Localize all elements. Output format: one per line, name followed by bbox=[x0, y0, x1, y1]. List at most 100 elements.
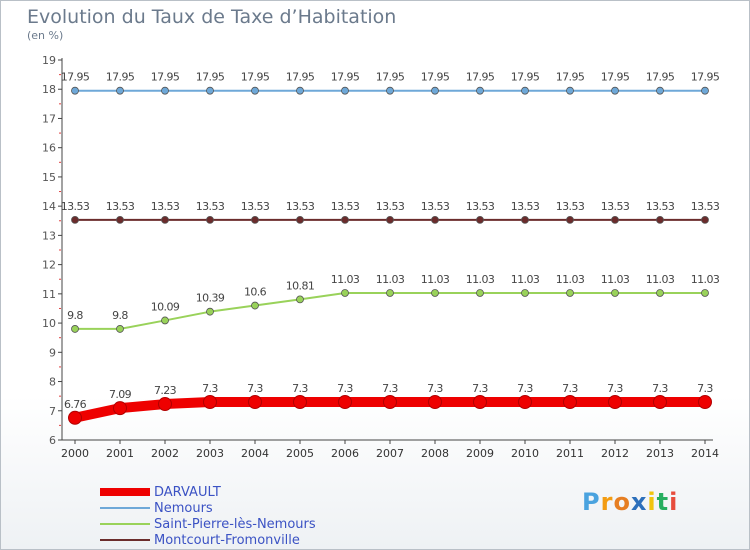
data-point bbox=[611, 215, 619, 224]
data-point bbox=[116, 86, 124, 95]
data-label: 7.3 bbox=[202, 382, 218, 395]
data-point bbox=[158, 397, 172, 412]
legend-swatch bbox=[100, 539, 150, 541]
data-label: 13.53 bbox=[691, 200, 720, 213]
data-label: 7.3 bbox=[652, 382, 668, 395]
data-label: 7.3 bbox=[247, 382, 263, 395]
y-tick-label: 8 bbox=[49, 376, 56, 389]
data-point bbox=[203, 395, 217, 409]
data-label: 11.03 bbox=[376, 273, 405, 286]
data-label: 17.95 bbox=[646, 71, 675, 84]
data-point bbox=[296, 86, 304, 95]
data-label: 13.53 bbox=[376, 200, 405, 213]
x-tick-label: 2001 bbox=[106, 447, 134, 460]
legend-label: Saint-Pierre-lès-Nemours bbox=[154, 517, 316, 532]
data-point bbox=[656, 86, 664, 95]
data-point bbox=[431, 289, 439, 297]
data-point bbox=[386, 215, 394, 224]
data-point bbox=[431, 215, 439, 224]
data-point bbox=[476, 215, 484, 224]
data-label: 7.3 bbox=[337, 382, 353, 395]
chart-unit-label: (en %) bbox=[27, 29, 64, 42]
data-point bbox=[341, 215, 349, 224]
data-point bbox=[383, 395, 397, 409]
x-tick-label: 2012 bbox=[601, 447, 629, 460]
data-label: 11.03 bbox=[421, 273, 450, 286]
data-point bbox=[251, 301, 259, 310]
data-point bbox=[431, 86, 439, 95]
data-label: 17.95 bbox=[61, 71, 90, 84]
data-point bbox=[338, 395, 352, 409]
data-label: 17.95 bbox=[421, 71, 450, 84]
data-point bbox=[608, 395, 622, 409]
data-point bbox=[71, 215, 79, 224]
x-tick-label: 2000 bbox=[61, 447, 89, 460]
data-label: 17.95 bbox=[691, 71, 720, 84]
data-point bbox=[521, 289, 529, 297]
data-label: 17.95 bbox=[511, 71, 540, 84]
legend-swatch bbox=[100, 507, 150, 509]
data-point bbox=[386, 289, 394, 297]
data-label: 10.6 bbox=[244, 286, 267, 299]
data-point bbox=[113, 401, 127, 416]
y-tick-label: 17 bbox=[42, 112, 56, 125]
data-point bbox=[206, 215, 214, 224]
data-label: 11.03 bbox=[691, 273, 720, 286]
data-point bbox=[68, 410, 82, 425]
data-label: 13.53 bbox=[196, 200, 225, 213]
y-tick-label: 10 bbox=[42, 317, 56, 330]
data-point bbox=[206, 86, 214, 95]
data-point bbox=[698, 395, 712, 409]
y-tick-label: 12 bbox=[42, 259, 56, 272]
data-label: 10.39 bbox=[196, 292, 225, 305]
data-label: 7.3 bbox=[607, 382, 623, 395]
data-label: 7.3 bbox=[427, 382, 443, 395]
data-point bbox=[611, 86, 619, 95]
data-label: 17.95 bbox=[196, 71, 225, 84]
data-point bbox=[476, 86, 484, 95]
data-label: 7.3 bbox=[472, 382, 488, 395]
y-tick-label: 14 bbox=[42, 200, 56, 213]
y-tick-label: 15 bbox=[42, 171, 56, 184]
data-label: 11.03 bbox=[646, 273, 675, 286]
x-tick-label: 2002 bbox=[151, 447, 179, 460]
y-tick-label: 7 bbox=[49, 405, 56, 418]
x-tick-label: 2006 bbox=[331, 447, 359, 460]
y-tick-label: 9 bbox=[49, 346, 56, 359]
legend-label: Nemours bbox=[154, 501, 213, 516]
data-label: 17.95 bbox=[151, 71, 180, 84]
data-point bbox=[473, 395, 487, 409]
data-point bbox=[71, 86, 79, 95]
data-point bbox=[701, 215, 709, 224]
logo-letter: P bbox=[582, 488, 601, 516]
y-tick-label: 6 bbox=[49, 434, 56, 447]
data-point bbox=[563, 395, 577, 409]
data-label: 13.53 bbox=[241, 200, 270, 213]
data-point bbox=[611, 289, 619, 297]
data-point bbox=[161, 215, 169, 224]
data-label: 7.3 bbox=[292, 382, 308, 395]
logo-letter: i bbox=[647, 488, 657, 516]
data-label: 13.53 bbox=[331, 200, 360, 213]
data-point bbox=[293, 395, 307, 409]
data-point bbox=[521, 215, 529, 224]
data-label: 11.03 bbox=[331, 273, 360, 286]
logo-letter: t bbox=[656, 488, 670, 516]
data-label: 7.23 bbox=[154, 384, 177, 397]
data-label: 11.03 bbox=[511, 273, 540, 286]
y-tick-label: 11 bbox=[42, 288, 56, 301]
x-tick-label: 2004 bbox=[241, 447, 269, 460]
data-label: 10.09 bbox=[151, 300, 180, 313]
data-label: 13.53 bbox=[61, 200, 90, 213]
logo-letter: x bbox=[630, 488, 648, 516]
x-tick-label: 2013 bbox=[646, 447, 674, 460]
data-label: 13.53 bbox=[646, 200, 675, 213]
data-point bbox=[653, 395, 667, 409]
data-label: 13.53 bbox=[151, 200, 180, 213]
logo-letter: i bbox=[669, 488, 679, 516]
legend-swatch bbox=[100, 488, 150, 496]
x-tick-label: 2003 bbox=[196, 447, 224, 460]
data-label: 11.03 bbox=[556, 273, 585, 286]
data-label: 6.76 bbox=[64, 398, 87, 411]
data-label: 7.3 bbox=[517, 382, 533, 395]
